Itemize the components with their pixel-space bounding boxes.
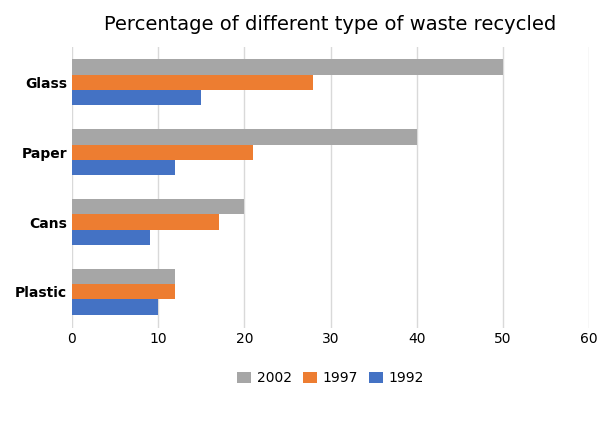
Bar — [72, 284, 175, 300]
Bar — [72, 59, 503, 75]
Bar — [72, 75, 313, 90]
Bar — [72, 160, 175, 175]
Bar — [72, 90, 201, 106]
Legend: 2002, 1997, 1992: 2002, 1997, 1992 — [232, 365, 429, 391]
Bar — [72, 214, 218, 230]
Title: Percentage of different type of waste recycled: Percentage of different type of waste re… — [104, 15, 557, 34]
Bar — [72, 269, 175, 284]
Bar — [72, 230, 150, 245]
Bar — [72, 300, 158, 315]
Bar — [72, 145, 253, 160]
Bar — [72, 199, 245, 214]
Bar — [72, 129, 417, 145]
